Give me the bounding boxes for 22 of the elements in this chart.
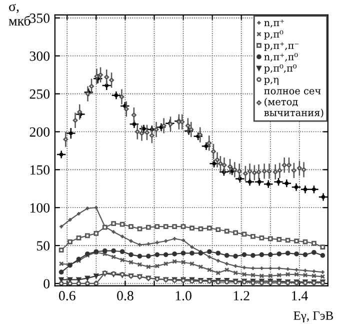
y-tick-label: 200 — [30, 127, 50, 137]
legend-label: p,η — [264, 78, 278, 85]
legend-label: n,π⁺,π⁰ — [264, 53, 298, 62]
y-axis-title: σ, мкб — [8, 4, 30, 26]
legend-label: полное сеч (метод вычитания) — [264, 89, 324, 118]
x-tick-label: 0.6 — [58, 291, 76, 300]
legend-label: p,π⁺,π⁻ — [264, 42, 299, 51]
y-tick-label: 100 — [30, 203, 50, 213]
x-tick-label: 1.2 — [234, 291, 250, 300]
legend-label: p,π⁰ — [264, 30, 284, 40]
x-tick-label: 1.0 — [176, 291, 192, 300]
legend-label: n,π⁺ — [264, 20, 284, 28]
y-tick-label: 50 — [36, 241, 50, 251]
y-tick-label: 0 — [44, 279, 50, 288]
x-tick-label: 0.8 — [117, 291, 134, 300]
x-tick-label: 1.4 — [292, 291, 308, 300]
y-tick-label: 350 — [30, 14, 50, 23]
legend-label: p,π⁰,π⁰ — [264, 64, 297, 74]
y-tick-label: 300 — [30, 51, 50, 61]
y-tick-label: 250 — [30, 89, 50, 99]
x-axis-title: Eγ, ГэВ — [294, 312, 334, 322]
y-tick-label: 150 — [30, 165, 50, 175]
